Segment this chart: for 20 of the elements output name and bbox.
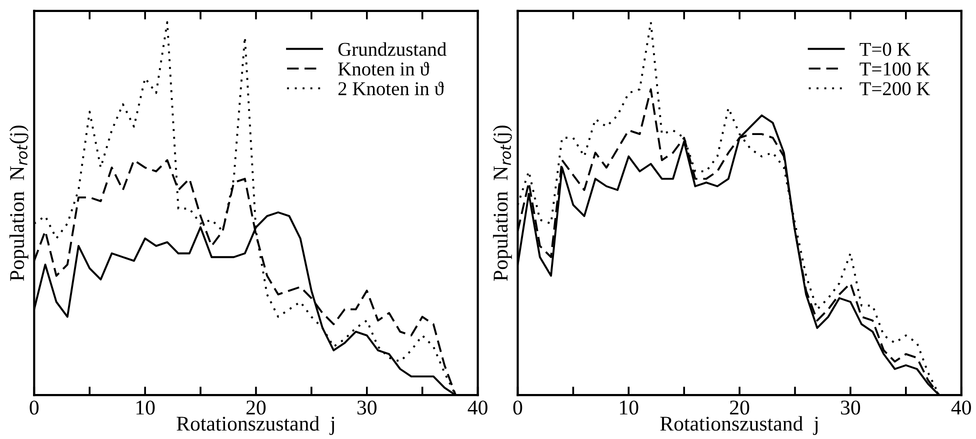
legend-label: T=100 K — [860, 62, 930, 76]
legend-label: Grundzustand — [338, 42, 446, 56]
x-tick-label: 10 — [136, 400, 155, 415]
x-tick-label: 30 — [841, 400, 860, 415]
legend-label: T=200 K — [860, 82, 930, 96]
x-tick-label: 20 — [246, 400, 266, 415]
x-tick-label: 20 — [730, 400, 750, 415]
x-tick-label: 0 — [30, 400, 39, 415]
y-axis-title: Population N$_{rot}$(j) — [9, 126, 28, 281]
x-tick-label: 40 — [468, 400, 488, 415]
y-axis-title: Population N$_{rot}$(j) — [493, 126, 512, 281]
x-tick-label: 10 — [620, 400, 638, 415]
legend-label: T=0 K — [860, 42, 911, 56]
legend-label: Knoten in ϑ — [338, 62, 430, 76]
x-tick-label: 30 — [357, 400, 377, 415]
x-tick-label: 40 — [951, 400, 971, 415]
x-tick-label: 0 — [513, 400, 522, 415]
x-axis-title: Rotationszustand j — [660, 416, 818, 435]
x-axis-title: Rotationszustand j — [176, 416, 334, 435]
legend-label: 2 Knoten in ϑ — [338, 82, 444, 96]
